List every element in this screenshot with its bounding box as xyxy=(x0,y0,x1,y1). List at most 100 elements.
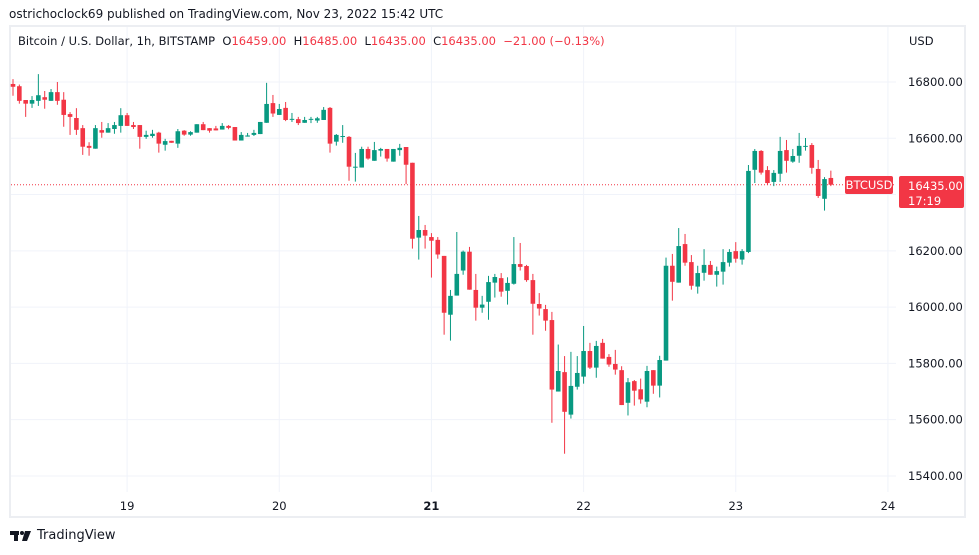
candle-body xyxy=(435,239,441,255)
candle-body xyxy=(670,265,675,282)
candle-body xyxy=(752,150,758,170)
candle-down xyxy=(543,304,548,331)
footer-brand[interactable]: TradingView xyxy=(10,528,116,543)
candle-down xyxy=(784,139,789,173)
candle-down xyxy=(498,273,504,297)
candle-body xyxy=(48,92,54,101)
candle-body xyxy=(492,277,498,283)
candle-down xyxy=(422,224,428,249)
candle-up xyxy=(416,215,422,260)
candle-body xyxy=(55,92,60,101)
candle-up xyxy=(391,148,396,162)
candle-up xyxy=(505,277,510,305)
candle-up xyxy=(359,146,364,168)
candle-up xyxy=(143,130,149,139)
currency-label[interactable]: USD xyxy=(909,34,934,48)
candle-body xyxy=(479,304,485,308)
candle-body xyxy=(334,134,339,142)
candle-body xyxy=(67,114,73,117)
candle-down xyxy=(441,255,447,335)
candle-up xyxy=(511,237,517,285)
candle-up xyxy=(251,129,257,137)
low-value: 16435.00 xyxy=(370,34,426,48)
candle-down xyxy=(283,101,288,122)
candle-body xyxy=(568,385,574,415)
candle-body xyxy=(587,351,593,368)
candle-body xyxy=(200,124,206,131)
candle-down xyxy=(828,170,834,187)
candle-body xyxy=(391,148,396,162)
candle-body xyxy=(454,273,460,296)
tradingview-logo-icon xyxy=(10,530,31,541)
candle-body xyxy=(460,251,466,271)
candle-body xyxy=(467,251,472,290)
candle-down xyxy=(124,112,130,126)
candle-body xyxy=(720,262,726,272)
candle-down xyxy=(232,127,238,141)
candle-down xyxy=(131,121,136,129)
candle-down xyxy=(156,131,162,153)
candle-body xyxy=(74,118,79,130)
candle-down xyxy=(296,116,301,126)
candle-body xyxy=(790,156,796,162)
candle-body xyxy=(112,125,117,129)
price-tick-label: 16800.00 xyxy=(908,75,963,89)
candle-up xyxy=(803,137,808,151)
candle-body xyxy=(213,128,219,131)
candle-body xyxy=(137,125,143,137)
candle-up xyxy=(245,132,250,137)
candle-down xyxy=(809,143,815,174)
candle-down xyxy=(530,273,536,335)
bar-countdown: 17:19 xyxy=(908,194,941,208)
candle-up xyxy=(752,148,758,184)
candle-up xyxy=(188,131,193,136)
candle-body xyxy=(23,100,28,104)
candle-up xyxy=(676,228,681,283)
candle-body xyxy=(219,125,225,130)
candle-body xyxy=(99,130,105,133)
candle-body xyxy=(296,119,301,124)
candle-body xyxy=(555,370,561,392)
candle-body xyxy=(803,145,808,147)
symbol-legend: Bitcoin / U.S. Dollar, 1h, BITSTAMP O164… xyxy=(18,34,605,48)
candle-body xyxy=(264,103,269,123)
candle-body xyxy=(517,264,523,267)
candle-body xyxy=(156,132,162,144)
candle-down xyxy=(410,162,415,249)
candle-body xyxy=(746,170,751,252)
last-price-tag: 16435.00 17:19 xyxy=(899,176,964,208)
candle-body xyxy=(644,370,650,402)
candle-up xyxy=(822,177,827,211)
change-value: −21.00 (−0.13%) xyxy=(503,34,605,48)
candle-body xyxy=(321,109,326,120)
candle-up xyxy=(372,141,377,161)
candle-up xyxy=(353,152,358,182)
candle-down xyxy=(327,107,333,153)
candle-down xyxy=(467,246,472,290)
candle-body xyxy=(378,148,384,151)
symbol-description[interactable]: Bitcoin / U.S. Dollar, 1h, BITSTAMP xyxy=(18,34,216,48)
candle-body xyxy=(175,131,181,144)
candle-down xyxy=(632,380,637,406)
candle-up xyxy=(93,125,98,149)
open-label: O xyxy=(222,34,232,48)
candle-body xyxy=(473,289,479,308)
time-tick-label: 22 xyxy=(576,499,591,513)
candle-body xyxy=(150,133,155,137)
open-value: 16459.00 xyxy=(231,34,287,48)
candle-body xyxy=(36,95,41,101)
candle-body xyxy=(238,134,244,141)
candle-down xyxy=(708,260,713,275)
candle-up xyxy=(701,249,707,281)
candle-down xyxy=(549,311,555,423)
candle-down xyxy=(17,84,22,104)
candle-body xyxy=(283,107,288,120)
candle-up xyxy=(568,351,574,419)
candle-up xyxy=(486,275,491,320)
candle-up xyxy=(175,128,181,148)
candle-down xyxy=(733,242,739,263)
candle-body xyxy=(302,119,307,123)
candle-up xyxy=(289,112,295,122)
candle-up xyxy=(162,138,168,151)
